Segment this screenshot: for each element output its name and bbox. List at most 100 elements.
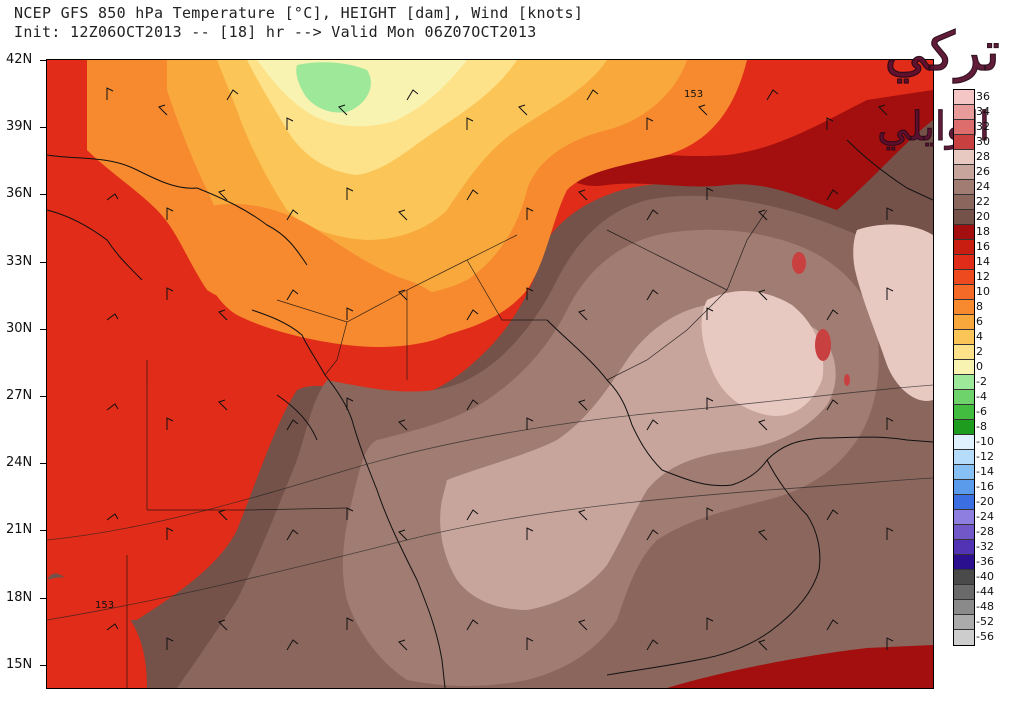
legend-swatch: [954, 210, 974, 225]
legend-label: -2: [976, 375, 987, 388]
lat-label-18n: 18N: [6, 590, 33, 605]
legend-label: -12: [976, 450, 994, 463]
legend-swatch: [954, 255, 974, 270]
lat-tick: [40, 665, 46, 666]
legend-label: 12: [976, 270, 990, 283]
legend-label: 26: [976, 165, 990, 178]
legend-swatch: [954, 195, 974, 210]
legend-swatch: [954, 510, 974, 525]
legend-swatch: [954, 270, 974, 285]
legend-label: -24: [976, 510, 994, 523]
title-line-1: NCEP GFS 850 hPa Temperature [°C], HEIGH…: [14, 4, 584, 22]
legend-label: 36: [976, 90, 990, 103]
legend-swatch: [954, 525, 974, 540]
country-borders: [126, 209, 768, 688]
legend-swatch: [954, 360, 974, 375]
hot-spot-2: [815, 329, 831, 361]
legend-label: -32: [976, 540, 994, 553]
temp-region-18: [547, 90, 933, 210]
legend-label: -56: [976, 630, 994, 643]
legend-label: 28: [976, 150, 990, 163]
legend-label: -14: [976, 465, 994, 478]
legend-swatch: [954, 615, 974, 630]
legend-label: -10: [976, 435, 994, 448]
legend-swatch: [954, 165, 974, 180]
lat-tick: [40, 463, 46, 464]
lat-label-24n: 24N: [6, 455, 33, 470]
legend-swatch: [954, 180, 974, 195]
lat-tick: [40, 262, 46, 263]
legend-label: -48: [976, 600, 994, 613]
legend-swatch: [954, 555, 974, 570]
legend-swatch: [954, 600, 974, 615]
legend-swatch: [954, 405, 974, 420]
legend-label: -36: [976, 555, 994, 568]
legend-swatch: [954, 150, 974, 165]
wind-barbs: [106, 87, 894, 651]
legend-label: 24: [976, 180, 990, 193]
legend-swatch: [954, 90, 974, 105]
legend-swatch: [954, 330, 974, 345]
legend-swatch: [954, 465, 974, 480]
hot-spot-1: [792, 252, 806, 274]
legend-swatch: [954, 345, 974, 360]
legend-swatch: [954, 435, 974, 450]
contour-label-153-north: 153: [684, 89, 703, 100]
legend-label: 22: [976, 195, 990, 208]
legend-swatch: [954, 450, 974, 465]
temp-region-28c: [853, 224, 933, 401]
legend-swatch: [954, 540, 974, 555]
temp-region-18-south: [667, 645, 933, 688]
lat-label-15n: 15N: [6, 657, 33, 672]
legend-label: 2: [976, 345, 983, 358]
hot-spot-3: [844, 374, 850, 386]
legend-swatch: [954, 480, 974, 495]
temperature-legend: [953, 89, 975, 646]
temp-region-neg2: [296, 62, 371, 113]
legend-label: 8: [976, 300, 983, 313]
title-line-2: Init: 12Z06OCT2013 -- [18] hr --> Valid …: [14, 23, 537, 41]
coastlines: [47, 139, 933, 688]
legend-label: -8: [976, 420, 987, 433]
lat-label-36n: 36N: [6, 186, 33, 201]
legend-label: -28: [976, 525, 994, 538]
signature-text: تركي: [884, 20, 1000, 84]
legend-label: 32: [976, 120, 990, 133]
legend-label: -52: [976, 615, 994, 628]
legend-label: -6: [976, 405, 987, 418]
legend-swatch: [954, 105, 974, 120]
legend-swatch: [954, 315, 974, 330]
legend-swatch: [954, 240, 974, 255]
legend-label: 0: [976, 360, 983, 373]
legend-swatch: [954, 585, 974, 600]
legend-swatch: [954, 285, 974, 300]
lat-tick: [40, 329, 46, 330]
legend-label: 14: [976, 255, 990, 268]
lat-label-21n: 21N: [6, 522, 33, 537]
legend-label: 4: [976, 330, 983, 343]
lat-tick: [40, 396, 46, 397]
lat-tick: [40, 194, 46, 195]
legend-label: 34: [976, 105, 990, 118]
lat-label-27n: 27N: [6, 388, 33, 403]
lat-label-39n: 39N: [6, 119, 33, 134]
temperature-map: 153 153: [46, 59, 934, 689]
legend-label: 20: [976, 210, 990, 223]
lat-tick: [40, 127, 46, 128]
height-contours: [47, 384, 933, 621]
legend-label: -40: [976, 570, 994, 583]
legend-swatch: [954, 375, 974, 390]
legend-swatch: [954, 300, 974, 315]
legend-label: 6: [976, 315, 983, 328]
legend-label: -20: [976, 495, 994, 508]
temp-region-14-sw: [47, 577, 147, 688]
legend-label: -16: [976, 480, 994, 493]
map-canvas: 153 153: [47, 60, 933, 688]
contour-label-153-west: 153: [95, 600, 114, 611]
legend-swatch: [954, 135, 974, 150]
legend-swatch: [954, 630, 974, 645]
lat-tick: [40, 598, 46, 599]
legend-label: -4: [976, 390, 987, 403]
temp-region-28b: [701, 290, 824, 416]
legend-label: 10: [976, 285, 990, 298]
